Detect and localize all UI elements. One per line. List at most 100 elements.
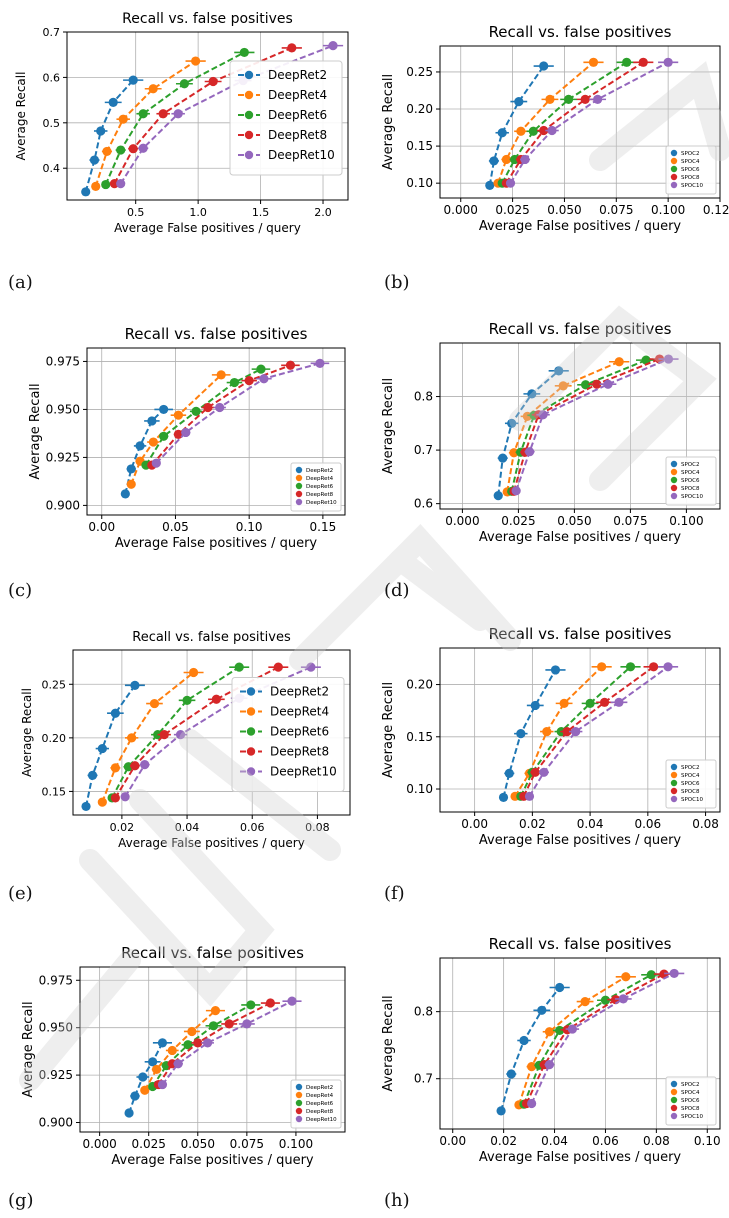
legend-label: SPOC8 <box>681 486 700 492</box>
chart-panel: 0.000 0.025 0.050 0.075 0.100 0.6 0.7 0.8 Recall… <box>381 320 721 545</box>
x-tick-label: 0.04 <box>541 1134 568 1148</box>
data-point <box>179 79 189 89</box>
data-point <box>130 1091 140 1101</box>
caption-h: (h) <box>384 1190 410 1211</box>
data-point <box>259 374 269 384</box>
plot-frame <box>72 649 351 816</box>
legend-swatch-marker <box>244 90 254 100</box>
series-line <box>522 665 655 797</box>
data-point <box>110 708 120 718</box>
legend-label: DeepRet6 <box>268 108 327 122</box>
data-point <box>600 995 611 1005</box>
caption-e: (e) <box>8 883 33 904</box>
y-tick-label: 0.25 <box>42 678 67 691</box>
data-point <box>191 56 201 66</box>
legend-label: SPOC4 <box>681 470 700 476</box>
data-point <box>498 453 508 463</box>
legend-label: DeepRet4 <box>268 88 327 102</box>
x-tick-label: 0.000 <box>445 514 479 528</box>
series-line <box>500 986 561 1112</box>
y-tick-label: 0.7 <box>414 443 433 457</box>
legend-swatch-marker <box>244 130 254 140</box>
data-point <box>585 698 595 708</box>
y-axis-label: Average Recall <box>28 383 43 479</box>
x-tick-label: 0.00 <box>88 520 115 534</box>
data-point <box>173 1059 183 1069</box>
legend-swatch-marker <box>670 1080 678 1088</box>
data-point <box>558 381 568 391</box>
data-point <box>102 146 112 157</box>
x-tick-label: 0.08 <box>305 821 330 834</box>
legend-label: SPOC4 <box>681 773 700 779</box>
data-point <box>101 179 111 190</box>
data-point <box>555 1025 565 1036</box>
legend-label: DeepRet10 <box>306 1117 337 1123</box>
data-point <box>669 968 679 979</box>
legend: DeepRet2 DeepRet4 DeepRet6 DeepRet8 DeepRet1… <box>290 462 342 512</box>
data-point <box>622 57 632 67</box>
legend-label: SPOC10 <box>681 797 703 803</box>
data-point <box>229 377 240 388</box>
data-point <box>81 187 91 197</box>
data-point <box>663 662 673 672</box>
data-point <box>516 729 526 739</box>
data-point <box>81 801 91 812</box>
data-point <box>649 662 659 672</box>
chart-panel: 0.00 0.02 0.04 0.06 0.08 0.10 0.7 0.8 Recall vs.… <box>381 935 721 1165</box>
x-tick-label: 0.025 <box>132 1137 166 1151</box>
y-tick-label: 0.15 <box>406 139 433 153</box>
data-point <box>187 1026 197 1037</box>
data-point <box>641 355 651 365</box>
legend: SPOC2 SPOC4 SPOC6 SPOC8 SPOC10 <box>665 759 717 809</box>
data-point <box>193 1038 203 1048</box>
x-axis-label: Average False positives / query <box>479 219 682 234</box>
data-point <box>520 154 530 165</box>
data-point <box>97 797 107 807</box>
series-line <box>151 1004 252 1088</box>
legend-label: DeepRet2 <box>306 1085 333 1091</box>
data-point <box>182 695 192 705</box>
legend-swatch-marker <box>244 110 254 120</box>
data-point <box>108 97 118 107</box>
series-line <box>157 1002 271 1086</box>
data-point <box>618 994 628 1004</box>
legend-label: SPOC10 <box>681 494 703 500</box>
data-point <box>516 126 526 136</box>
chart-title: Recall vs. false positives <box>132 630 291 645</box>
legend-label: DeepRet6 <box>270 725 329 739</box>
legend: DeepRet2 DeepRet4 DeepRet6 DeepRet8 DeepRet1… <box>231 677 345 792</box>
x-tick-label: 0.08 <box>643 1134 670 1148</box>
x-tick-label: 0.06 <box>240 821 265 834</box>
legend-swatch-marker <box>670 779 678 787</box>
series-line <box>505 61 644 184</box>
legend-label: SPOC8 <box>681 175 700 181</box>
legend-swatch-marker <box>246 687 256 696</box>
x-tick-label: 0.125 <box>703 203 729 217</box>
data-point <box>537 1005 547 1015</box>
series-line <box>161 1000 293 1086</box>
legend-swatch-marker <box>670 181 678 189</box>
legend-swatch-marker <box>295 1099 303 1107</box>
chart-panel: 0.00 0.05 0.10 0.15 0.900 0.925 0.950 0.975 Reca… <box>28 325 346 551</box>
legend-swatch-marker <box>246 767 256 776</box>
legend-swatch-marker <box>670 1112 678 1120</box>
chart-panel: 0.00 0.02 0.04 0.06 0.08 0.10 0.15 0.20 Recall v… <box>381 625 721 848</box>
legend-swatch-marker <box>295 1107 303 1115</box>
data-point <box>559 698 569 708</box>
data-point <box>524 791 535 801</box>
data-point <box>614 697 624 707</box>
data-point <box>498 792 509 802</box>
y-tick-label: 0.4 <box>43 162 61 175</box>
data-point <box>140 760 150 770</box>
x-tick-label: 0.04 <box>175 821 200 834</box>
data-point <box>127 733 137 743</box>
x-tick-label: 0.100 <box>651 203 685 217</box>
data-point <box>128 75 138 85</box>
data-point <box>135 441 145 451</box>
legend-label: DeepRet6 <box>306 1101 334 1107</box>
x-tick-label: 1.5 <box>252 206 270 219</box>
data-point <box>489 156 499 166</box>
data-point <box>287 996 297 1006</box>
data-point <box>504 768 514 778</box>
y-axis-label: Average Recall <box>381 74 396 170</box>
